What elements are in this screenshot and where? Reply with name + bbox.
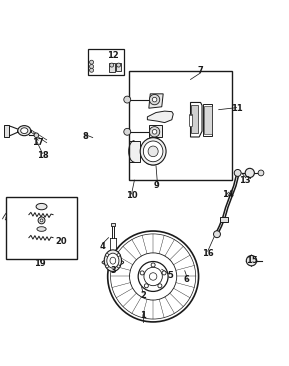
Text: 3: 3 — [110, 266, 116, 275]
Polygon shape — [17, 130, 31, 132]
Circle shape — [117, 254, 120, 257]
Bar — [220, 217, 228, 222]
Ellipse shape — [18, 126, 31, 136]
Text: 10: 10 — [126, 191, 137, 201]
Circle shape — [106, 265, 109, 268]
Bar — [129, 141, 140, 162]
Text: 9: 9 — [153, 182, 159, 190]
Ellipse shape — [110, 257, 116, 264]
Circle shape — [246, 255, 257, 266]
Polygon shape — [189, 114, 192, 126]
Bar — [129, 71, 232, 180]
Text: 13: 13 — [239, 176, 251, 184]
Circle shape — [90, 64, 94, 68]
Bar — [116, 63, 121, 71]
Circle shape — [151, 263, 155, 267]
Circle shape — [90, 60, 94, 64]
Circle shape — [106, 254, 109, 257]
Polygon shape — [204, 106, 212, 134]
Text: 16: 16 — [202, 249, 214, 258]
Text: 1: 1 — [140, 311, 146, 320]
Circle shape — [117, 265, 120, 268]
Circle shape — [162, 271, 166, 275]
Polygon shape — [149, 126, 162, 137]
Text: 5: 5 — [167, 271, 173, 280]
Circle shape — [152, 130, 157, 134]
Ellipse shape — [21, 128, 28, 134]
Circle shape — [144, 284, 148, 288]
Circle shape — [40, 219, 43, 222]
Ellipse shape — [102, 259, 124, 265]
Circle shape — [90, 68, 94, 72]
Text: 15: 15 — [247, 256, 258, 265]
Ellipse shape — [36, 203, 47, 210]
Circle shape — [38, 217, 45, 224]
Text: 11: 11 — [231, 104, 242, 113]
Circle shape — [245, 168, 254, 178]
Polygon shape — [190, 102, 202, 137]
Text: 18: 18 — [37, 151, 48, 160]
Text: 17: 17 — [32, 138, 44, 147]
Bar — [109, 63, 115, 72]
Circle shape — [124, 128, 131, 135]
Ellipse shape — [104, 250, 121, 272]
Ellipse shape — [140, 138, 166, 165]
Circle shape — [140, 271, 144, 275]
Circle shape — [214, 231, 221, 238]
Polygon shape — [149, 94, 163, 108]
Circle shape — [149, 127, 160, 137]
Circle shape — [152, 97, 157, 102]
Ellipse shape — [143, 141, 163, 162]
Text: 12: 12 — [107, 51, 119, 60]
Text: 8: 8 — [83, 132, 88, 142]
Text: 6: 6 — [183, 275, 189, 284]
Ellipse shape — [148, 146, 158, 157]
Polygon shape — [189, 115, 192, 126]
Circle shape — [34, 133, 39, 138]
Polygon shape — [147, 111, 173, 123]
Bar — [111, 223, 115, 226]
Ellipse shape — [37, 227, 46, 231]
Polygon shape — [203, 104, 212, 135]
Text: 7: 7 — [198, 66, 203, 75]
Circle shape — [116, 63, 121, 67]
Polygon shape — [190, 105, 198, 132]
Circle shape — [149, 94, 160, 105]
Ellipse shape — [107, 253, 119, 268]
Text: 19: 19 — [34, 259, 45, 268]
Bar — [6, 197, 77, 259]
Circle shape — [124, 96, 131, 103]
Bar — [3, 125, 9, 137]
Circle shape — [258, 170, 264, 176]
Circle shape — [110, 63, 114, 67]
Text: 20: 20 — [55, 238, 67, 246]
Text: 2: 2 — [140, 291, 146, 300]
Text: 4: 4 — [100, 242, 106, 251]
Circle shape — [149, 273, 157, 280]
Circle shape — [158, 284, 162, 288]
Circle shape — [234, 169, 241, 176]
Text: 14: 14 — [222, 190, 234, 199]
Bar — [88, 49, 124, 75]
